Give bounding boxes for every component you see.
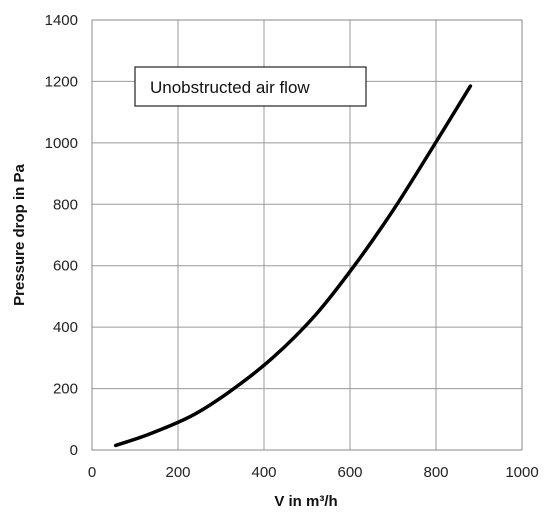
annotation-text: Unobstructed air flow	[150, 78, 310, 97]
x-tick-label: 200	[165, 464, 190, 481]
x-tick-label: 0	[88, 464, 96, 481]
y-tick-label: 1200	[45, 73, 78, 90]
y-tick-label: 1000	[45, 135, 78, 152]
y-tick-label: 0	[70, 442, 78, 459]
y-axis-ticks: 0 200 400 600 800 1000 1200 1400	[45, 12, 78, 459]
x-tick-label: 400	[251, 464, 276, 481]
y-tick-label: 1400	[45, 12, 78, 29]
series-line	[113, 84, 473, 448]
x-tick-label: 600	[337, 464, 362, 481]
y-axis-title: Pressure drop in Pa	[11, 163, 28, 305]
y-tick-label: 800	[53, 196, 78, 213]
x-tick-label: 800	[423, 464, 448, 481]
y-tick-label: 400	[53, 319, 78, 336]
y-tick-label: 600	[53, 258, 78, 275]
annotation-box: Unobstructed air flow	[134, 66, 367, 107]
x-axis-title: V in m³/h	[274, 493, 337, 510]
plot-area-border	[91, 19, 523, 451]
x-axis-ticks: 0 200 400 600 800 1000	[88, 464, 539, 481]
x-tick-label: 1000	[505, 464, 538, 481]
y-tick-label: 200	[53, 381, 78, 398]
